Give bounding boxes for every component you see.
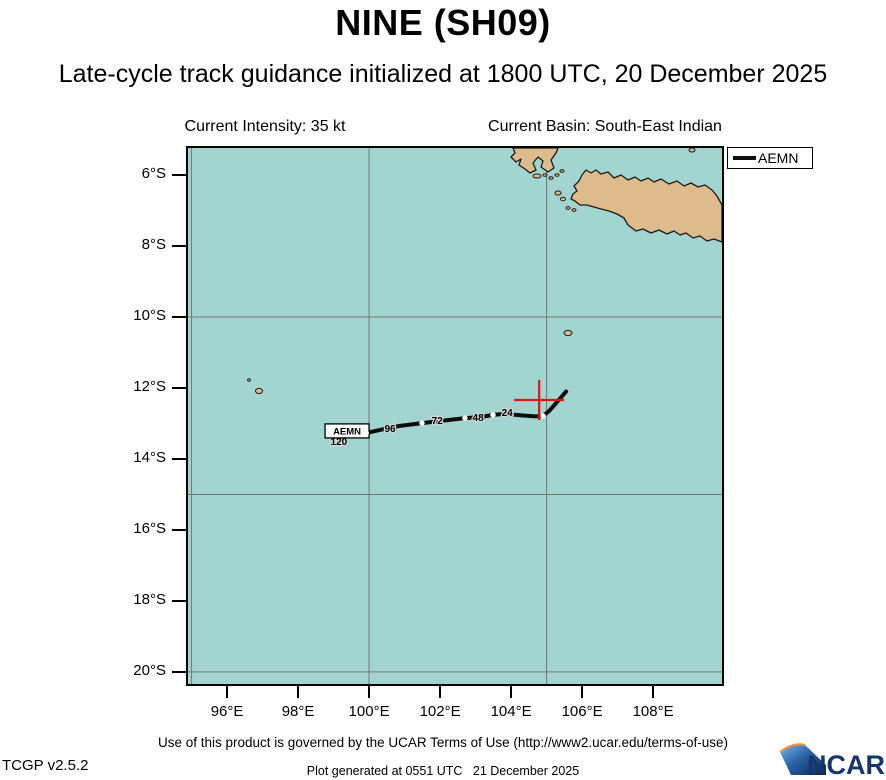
track-marker [540,413,546,419]
current-basin-text: Current Basin: South-East Indian [488,118,722,135]
x-axis-tick [297,684,299,698]
x-axis-tick [226,684,228,698]
y-axis-tick-label: 16°S [133,519,166,537]
y-axis-tick-label: 12°S [133,377,166,395]
aemn-line-swatch [733,156,756,160]
forecast-hour-label: 72 [432,416,444,427]
x-axis-tick [652,684,654,698]
y-axis-tick [172,600,187,602]
aemn-track-tag-label: AEMN [333,426,361,437]
y-axis-tick-label: 20°S [133,661,166,679]
y-axis-tick [172,245,187,247]
x-axis-tick-label: 102°E [419,703,461,720]
track-marker [490,412,496,418]
tcgp-version-text: TCGP v2.5.2 [2,757,89,774]
ncar-logo-text: NCAR [807,750,885,780]
y-axis-tick [172,529,187,531]
init-subtitle: Late-cycle track guidance initialized at… [58,60,828,88]
x-axis-tick [510,684,512,698]
x-axis-tick-label: 98°E [281,703,315,720]
x-axis-tick [439,684,441,698]
y-axis-tick [172,316,187,318]
plot-generated-text: Plot generated at 0551 UTC 21 December 2… [306,764,580,778]
island [688,148,696,153]
island [565,206,571,210]
island [542,173,548,177]
island [548,176,554,180]
ncar-swoosh-icon [779,743,826,775]
forecast-hour-label: 120 [331,437,348,448]
island [255,387,263,395]
x-axis-tick-label: 106°E [561,703,603,720]
terms-of-use-text: Use of this product is governed by the U… [158,735,728,750]
island [554,173,560,177]
storm-title: NINE (SH09) [335,2,551,43]
y-axis-tick [172,671,187,673]
y-axis-tick-label: 6°S [141,164,166,182]
sea-background [188,148,722,684]
y-axis-tick-label: 10°S [133,306,166,324]
legend-label-aemn: AEMN [758,150,799,166]
island [559,169,565,173]
island [560,196,566,202]
land-polygon [570,169,722,243]
land-polygon [510,148,559,174]
y-axis-tick [172,387,187,389]
legend-box: AEMN [727,147,813,169]
track-marker [462,415,468,421]
track-guidance-map: 24 48 72 96 120 AEMN [186,146,724,686]
x-axis-tick-label: 100°E [348,703,390,720]
track-marker [419,420,425,426]
y-axis-tick-label: 18°S [133,590,166,608]
x-axis-tick-label: 96°E [210,703,244,720]
y-axis-tick-label: 8°S [141,235,166,253]
y-axis-tick-label: 14°S [133,448,166,466]
x-axis-tick [368,684,370,698]
track-marker [363,430,369,436]
forecast-hour-label: 96 [384,424,396,435]
island [247,378,251,382]
forecast-hour-label: 24 [502,408,514,419]
current-intensity-text: Current Intensity: 35 kt [184,118,346,135]
y-axis-tick [172,174,187,176]
island [532,173,542,179]
island [554,190,562,196]
x-axis-tick-label: 108°E [632,703,674,720]
ncar-logo: NCAR [779,741,885,779]
x-axis-tick [581,684,583,698]
x-axis-tick-label: 104°E [490,703,532,720]
island [571,208,577,212]
island [563,329,573,337]
aemn-track-tag-box [324,423,370,439]
y-axis-tick [172,458,187,460]
forecast-hour-label: 48 [473,413,485,424]
